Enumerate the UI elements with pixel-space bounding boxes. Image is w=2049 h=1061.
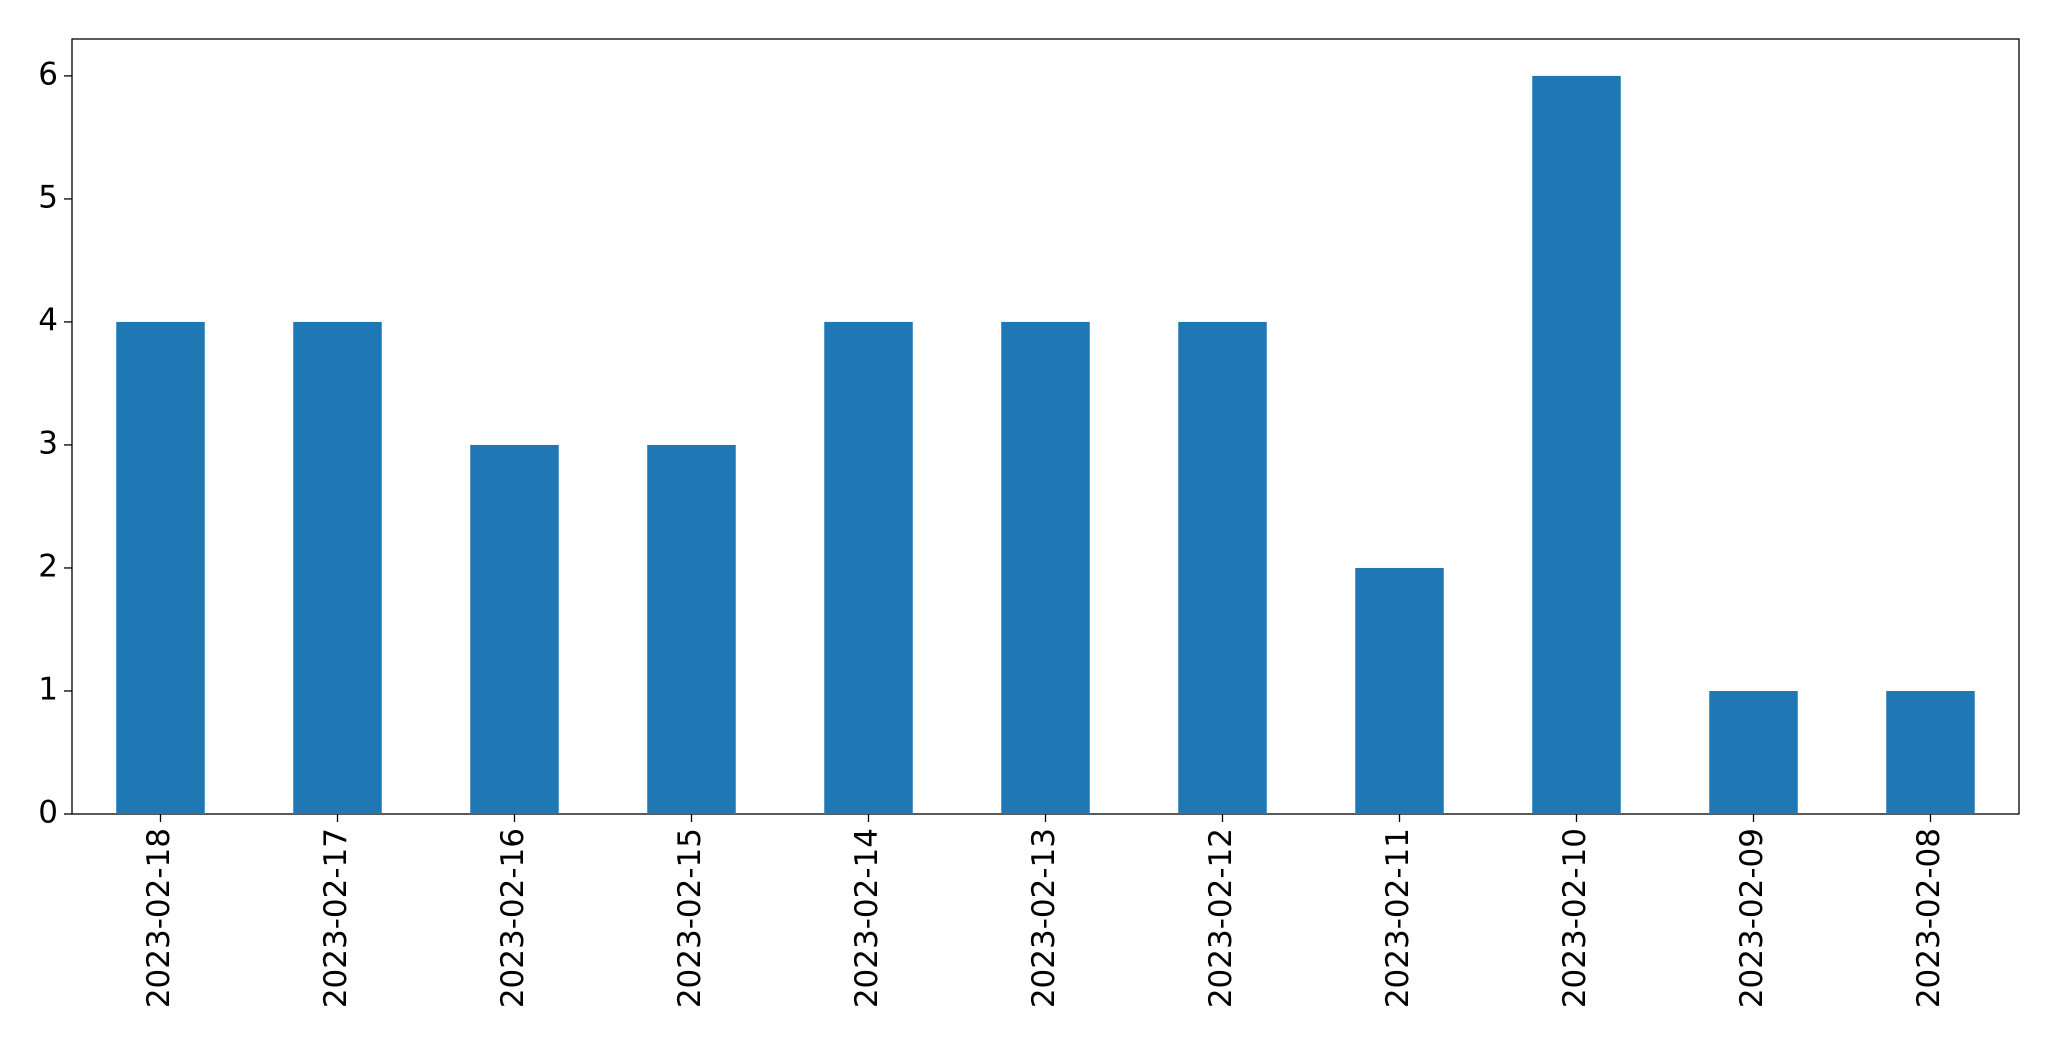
bar: [1886, 690, 1975, 814]
x-tick-label: 2023-02-09: [1734, 828, 1770, 1008]
bar: [1001, 321, 1090, 814]
x-tick-label: 2023-02-18: [141, 828, 177, 1008]
y-tick-label: 6: [38, 56, 58, 92]
x-tick-label: 2023-02-14: [849, 828, 885, 1008]
bar: [647, 444, 736, 814]
x-tick-label: 2023-02-12: [1203, 828, 1239, 1008]
y-tick-label: 3: [38, 425, 58, 461]
x-tick-label: 2023-02-16: [495, 828, 531, 1008]
x-tick-label: 2023-02-15: [672, 828, 708, 1008]
y-tick-label: 5: [38, 179, 58, 215]
bar: [824, 321, 913, 814]
x-tick-label: 2023-02-13: [1026, 828, 1062, 1008]
y-tick-label: 2: [38, 548, 58, 584]
bar: [1355, 567, 1444, 814]
bar: [1709, 690, 1798, 814]
y-tick-label: 0: [38, 795, 58, 831]
bar: [470, 444, 559, 814]
y-tick-label: 4: [38, 302, 58, 338]
y-tick-label: 1: [38, 671, 58, 707]
bar: [1178, 321, 1267, 814]
bar: [1532, 75, 1621, 814]
x-tick-label: 2023-02-10: [1557, 828, 1593, 1008]
x-tick-label: 2023-02-11: [1380, 828, 1416, 1008]
x-tick-label: 2023-02-08: [1911, 828, 1947, 1008]
x-tick-label: 2023-02-17: [318, 828, 354, 1008]
bar: [293, 321, 382, 814]
bar: [116, 321, 205, 814]
